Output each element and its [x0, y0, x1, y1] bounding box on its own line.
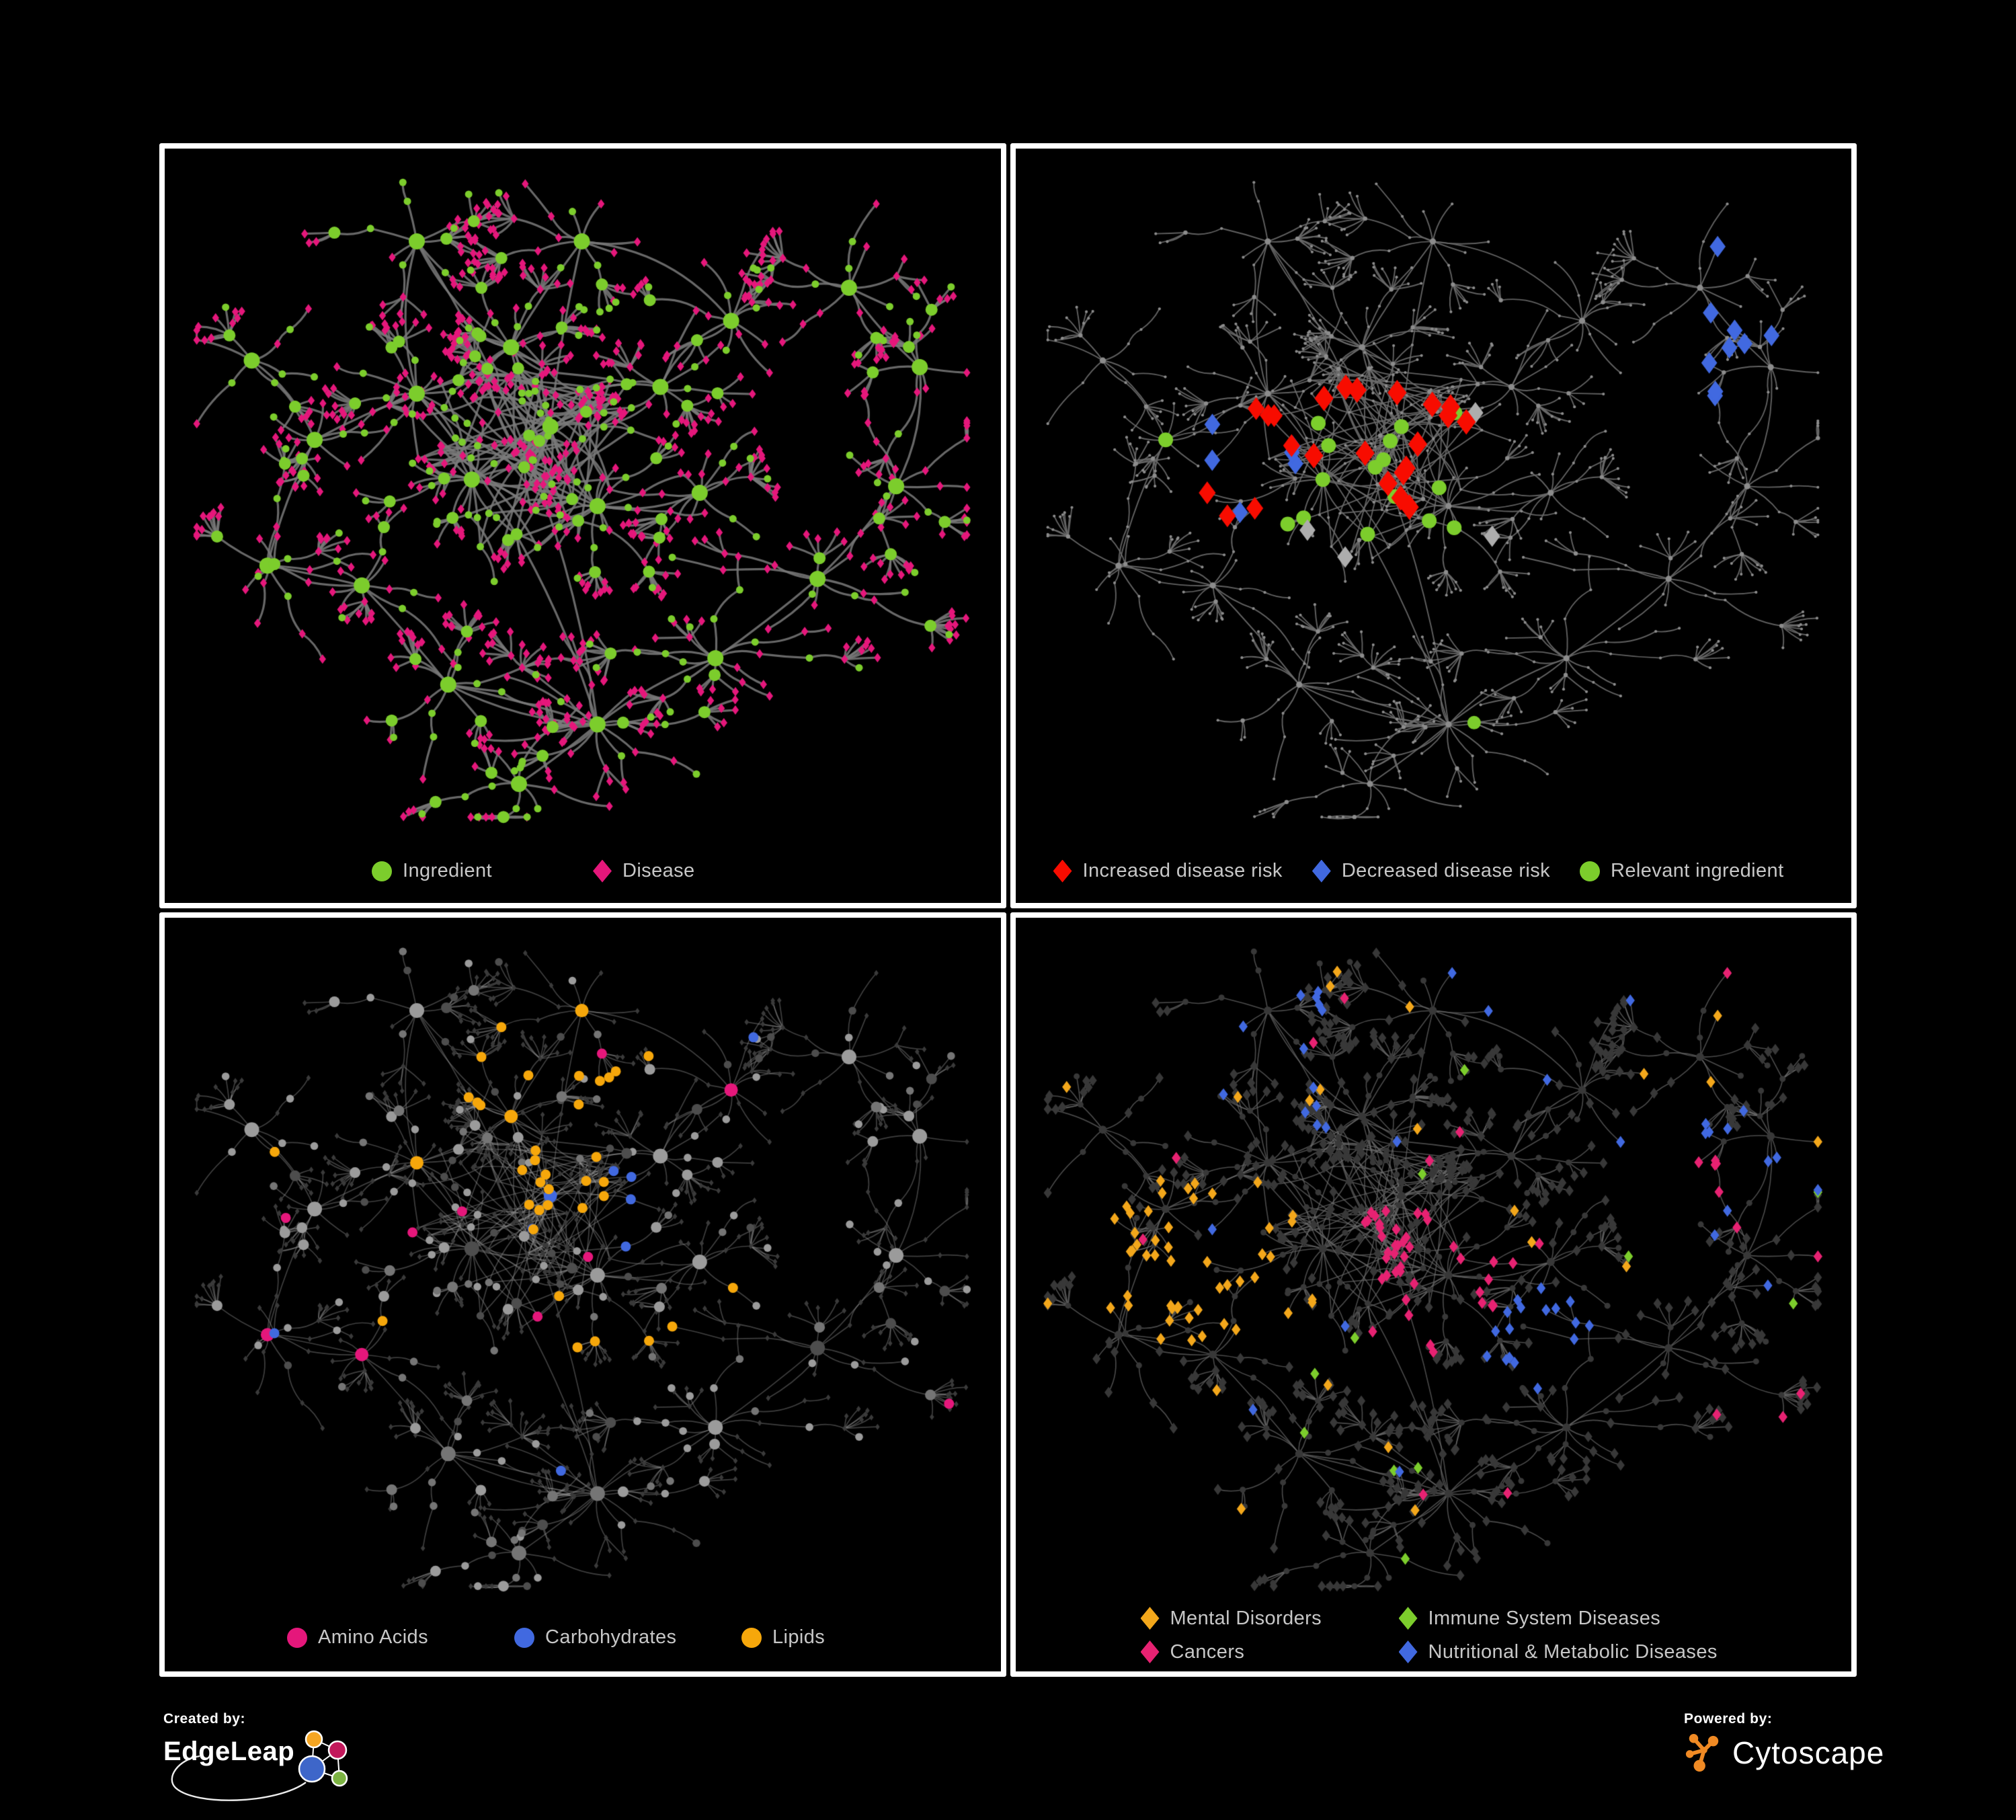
circle-marker-icon	[372, 861, 392, 881]
legend-item: Mental Disorders	[1140, 1607, 1399, 1630]
panel-nutrient-classes: Amino Acids Carbohydrates Lipids	[159, 912, 1006, 1677]
legend-item: Disease	[593, 859, 695, 883]
legend-item: Ingredient	[372, 860, 492, 882]
legend-label: Immune System Diseases	[1428, 1607, 1661, 1629]
diamond-marker-icon	[1140, 1607, 1160, 1630]
legend-item: Carbohydrates	[514, 1626, 741, 1649]
cytoscape-logo-icon	[1685, 1733, 1719, 1772]
legend-item: Increased disease risk	[1053, 859, 1283, 883]
legend-label: Decreased disease risk	[1341, 860, 1551, 881]
edgeleap-node-green	[331, 1770, 348, 1787]
legend-p3: Amino Acids Carbohydrates Lipids	[165, 1626, 1001, 1649]
legend-item: Cancers	[1140, 1640, 1399, 1663]
edgeleap-node-magenta	[327, 1740, 348, 1760]
network-canvas-p2	[1015, 149, 1851, 848]
diamond-marker-icon	[1053, 859, 1072, 883]
cytoscape-node	[1689, 1733, 1699, 1743]
edgeleap-wordmark: EdgeLeap	[163, 1737, 295, 1766]
legend-item: Amino Acids	[287, 1626, 514, 1649]
cytoscape-node	[1707, 1735, 1719, 1747]
legend-label: Nutritional & Metabolic Diseases	[1428, 1640, 1718, 1663]
legend-label: Mental Disorders	[1170, 1607, 1322, 1629]
legend-item: Decreased disease risk	[1312, 859, 1551, 883]
legend-item: Immune System Diseases	[1398, 1607, 1718, 1630]
cytoscape-wordmark: Cytoscape	[1732, 1735, 1885, 1770]
legend-item: Relevant ingredient	[1580, 860, 1783, 882]
legend-label: Relevant ingredient	[1611, 860, 1784, 881]
circle-marker-icon	[287, 1627, 307, 1648]
panel-ingredient-disease: Ingredient Disease	[159, 143, 1006, 908]
legend-p2: Increased disease risk Decreased disease …	[1016, 859, 1852, 883]
legend-label: Carbohydrates	[545, 1626, 677, 1648]
diamond-marker-icon	[1312, 859, 1331, 883]
legend-label: Lipids	[772, 1626, 825, 1648]
legend-label: Increased disease risk	[1082, 860, 1283, 881]
network-canvas-p1	[165, 149, 1000, 848]
circle-marker-icon	[1580, 861, 1601, 881]
powered-by-label: Powered by:	[1684, 1711, 1773, 1727]
legend-label: Cancers	[1170, 1640, 1245, 1663]
edgeleap-logo: EdgeLeap	[163, 1727, 405, 1808]
panel-disease-risk: Increased disease risk Decreased disease …	[1010, 143, 1857, 908]
edgeleap-credit: Created by: EdgeLeap	[163, 1711, 405, 1819]
panel-grid: Ingredient Disease Increased disease risk…	[159, 143, 1857, 1677]
panel-disease-categories: Mental Disorders Immune System Diseases Ca…	[1010, 912, 1857, 1677]
edgeleap-swoosh	[171, 1755, 307, 1801]
cytoscape-node	[1685, 1750, 1694, 1758]
diamond-marker-icon	[593, 859, 612, 883]
created-by-label: Created by:	[163, 1711, 246, 1727]
diamond-marker-icon	[1140, 1640, 1160, 1663]
cytoscape-node	[1693, 1759, 1705, 1772]
circle-marker-icon	[741, 1627, 762, 1648]
legend-label: Amino Acids	[318, 1626, 428, 1648]
network-canvas-p4	[1015, 917, 1851, 1617]
legend-p1: Ingredient Disease	[165, 859, 1001, 883]
cytoscape-node	[1701, 1747, 1707, 1753]
legend-item: Nutritional & Metabolic Diseases	[1398, 1640, 1718, 1663]
legend-p4: Mental Disorders Immune System Diseases Ca…	[1016, 1607, 1852, 1663]
edgeleap-node-orange	[305, 1730, 323, 1749]
diamond-marker-icon	[1398, 1640, 1418, 1663]
legend-label: Ingredient	[403, 860, 492, 881]
edgeleap-node-blue	[298, 1755, 326, 1783]
legend-label: Disease	[622, 860, 695, 881]
network-canvas-p3	[165, 917, 1000, 1617]
circle-marker-icon	[514, 1627, 534, 1648]
legend-item: Lipids	[741, 1626, 969, 1649]
cytoscape-credit: Powered by: Cytoscape	[1684, 1711, 1973, 1792]
diamond-marker-icon	[1398, 1607, 1418, 1630]
edgeleap-logo-icon	[171, 1730, 348, 1801]
